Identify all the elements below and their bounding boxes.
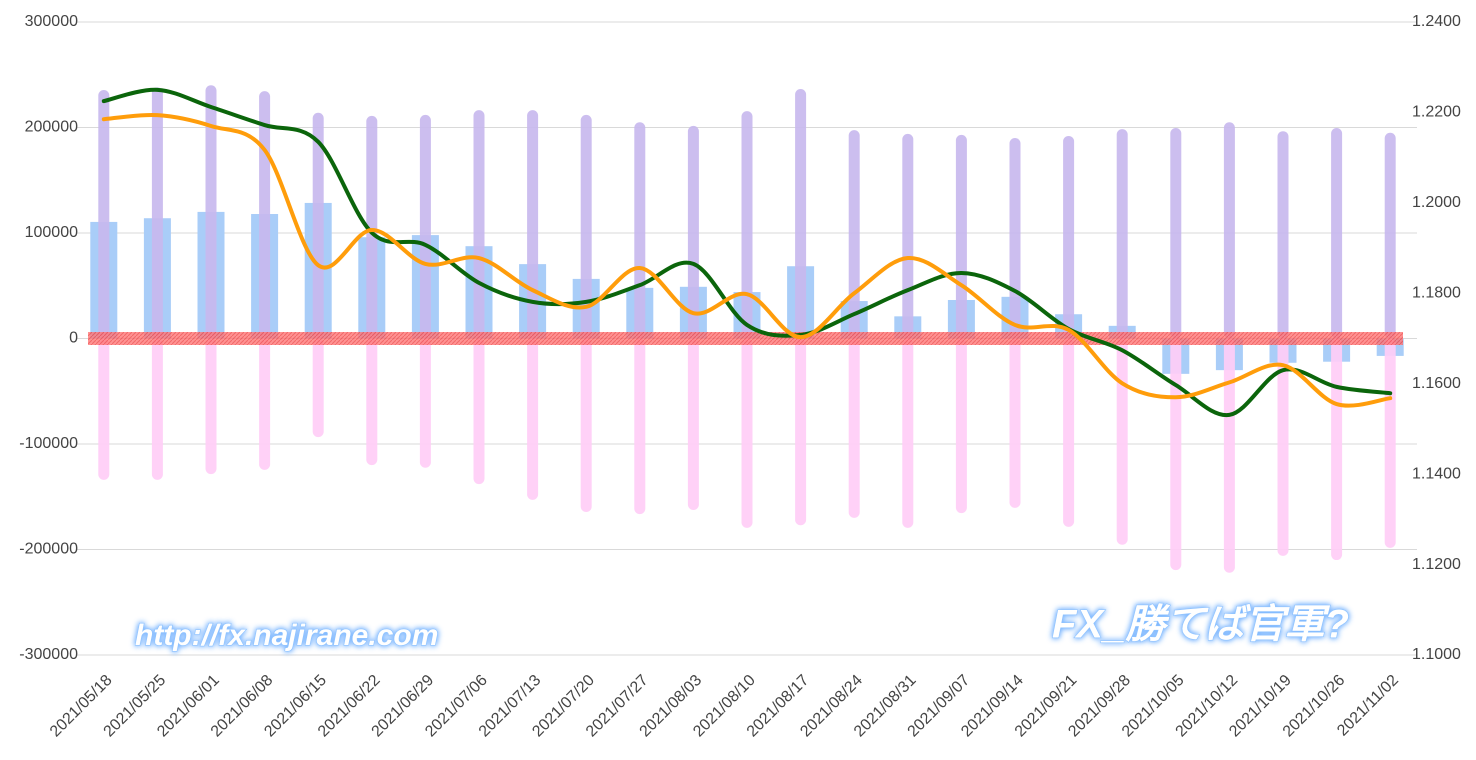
bar: [955, 134, 967, 339]
bar: [1331, 128, 1343, 339]
line: [101, 87, 1393, 417]
bar: [687, 338, 699, 510]
bar: [580, 338, 592, 513]
y2-tick-label: 1.2000: [1412, 194, 1461, 211]
bar: [1063, 135, 1075, 339]
bar: [1384, 338, 1396, 548]
bar: [1223, 338, 1235, 573]
bar: [795, 338, 807, 526]
bar: [473, 338, 485, 485]
bar: [527, 110, 539, 339]
y-tick-label: 300000: [25, 13, 78, 30]
bar: [151, 338, 163, 480]
y2-tick-label: 1.1200: [1412, 556, 1461, 573]
bar: [1277, 338, 1289, 556]
bar: [473, 110, 485, 339]
bar: [741, 111, 753, 339]
bar: [205, 85, 217, 339]
bar: [902, 133, 914, 339]
bar: [955, 338, 967, 514]
bar: [205, 338, 217, 475]
line: [101, 112, 1393, 408]
bar: [1009, 338, 1021, 508]
bar: [848, 338, 860, 518]
bar: [366, 338, 378, 466]
bar: [259, 91, 271, 339]
y2-tick-label: 1.1000: [1412, 646, 1461, 663]
y-tick-label: 100000: [25, 224, 78, 241]
lines: [101, 87, 1393, 417]
bar: [527, 338, 539, 500]
bar: [312, 112, 324, 339]
bar: [366, 115, 378, 339]
bar: [1063, 338, 1075, 527]
y2-tick-label: 1.2400: [1412, 13, 1461, 30]
y-tick-label: 200000: [25, 119, 78, 136]
bar: [1009, 138, 1021, 339]
y2-tick-label: 1.1400: [1412, 465, 1461, 482]
bar: [902, 338, 914, 528]
bar: [312, 338, 324, 438]
bar: [259, 338, 271, 470]
y-tick-label: 0: [69, 330, 78, 347]
watermark-title: FX_勝てば官軍?: [1052, 603, 1349, 647]
y-tick-label: -300000: [19, 646, 78, 663]
bar: [741, 338, 753, 528]
bar: [634, 338, 646, 515]
y-tick-label: -200000: [19, 541, 78, 558]
bar: [1116, 129, 1128, 339]
zero-band: [88, 332, 1403, 345]
watermark-url: http://fx.najirane.com: [135, 619, 438, 652]
bar: [580, 114, 592, 339]
bar: [1170, 128, 1182, 339]
bar: [98, 338, 110, 480]
bar: [1223, 122, 1235, 339]
y2-tick-label: 1.2200: [1412, 104, 1461, 121]
bar: [151, 87, 163, 339]
bar: [98, 90, 110, 339]
y2-tick-label: 1.1600: [1412, 375, 1461, 392]
bar: [1116, 338, 1128, 545]
bar: [1331, 338, 1343, 561]
bar: [1384, 132, 1396, 339]
bar: [419, 338, 431, 468]
bar: [1170, 338, 1182, 571]
bar: [1277, 131, 1289, 339]
y2-tick-label: 1.1800: [1412, 285, 1461, 302]
y-tick-label: -100000: [19, 435, 78, 452]
bar: [419, 114, 431, 339]
bar: [795, 88, 807, 339]
bars: [90, 85, 1404, 573]
bar: [687, 125, 699, 339]
bar: [634, 122, 646, 339]
bar: [848, 130, 860, 339]
